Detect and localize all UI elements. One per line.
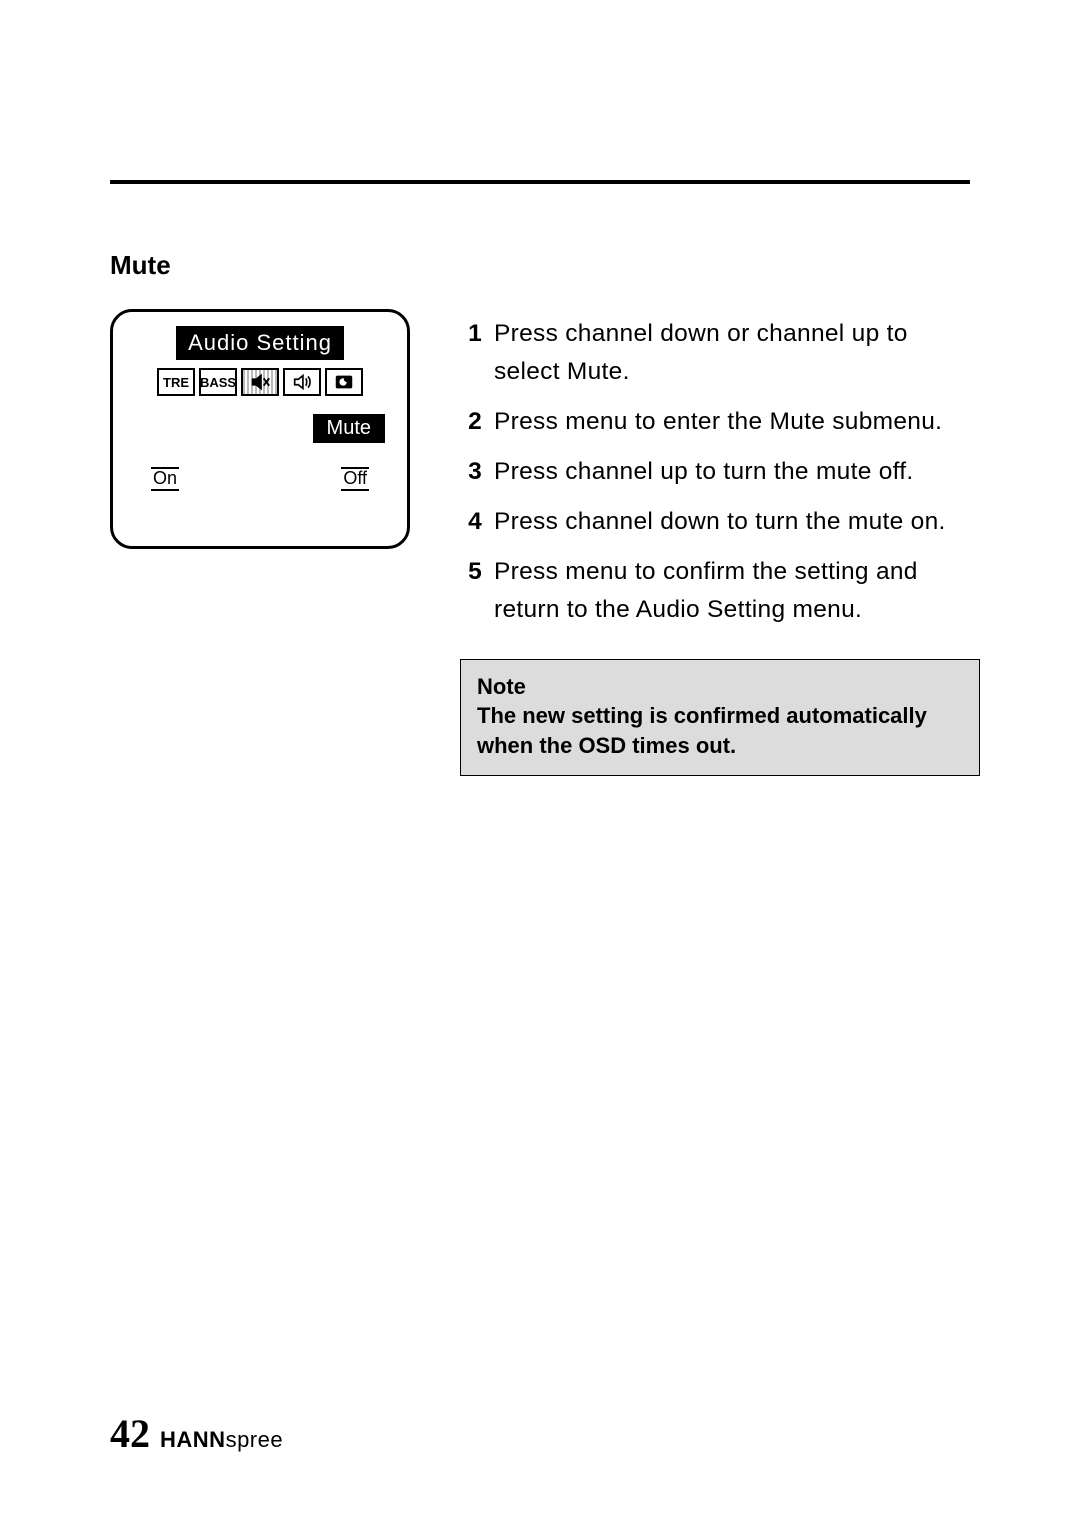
step-text: Press channel up to turn the mute off. (494, 453, 914, 491)
osd-tab-row: TRE BASS (157, 368, 363, 396)
osd-title: Audio Setting (176, 326, 344, 360)
step-item: 3 Press channel up to turn the mute off. (460, 453, 980, 491)
osd-label-row: Mute (113, 396, 407, 443)
note-title: Note (477, 672, 963, 702)
step-number: 3 (460, 453, 482, 491)
steps-column: 1 Press channel down or channel up to se… (460, 309, 980, 776)
osd-option-on: On (151, 467, 179, 491)
content-row: Audio Setting TRE BASS (110, 309, 980, 776)
step-text: Press channel down to turn the mute on. (494, 503, 946, 541)
speaker-mute-icon (249, 371, 271, 393)
osd-tab-speaker-icon (283, 368, 321, 396)
page-content: Mute Audio Setting TRE BASS (110, 190, 980, 776)
osd-panel: Audio Setting TRE BASS (110, 309, 410, 549)
osd-current-label: Mute (313, 414, 385, 443)
osd-onoff-row: On Off (113, 443, 407, 491)
step-text: Press channel down or channel up to sele… (494, 315, 980, 391)
osd-tab-night-icon (325, 368, 363, 396)
note-body: The new setting is confirmed automatical… (477, 703, 927, 758)
step-number: 5 (460, 553, 482, 629)
page-footer: 42 HANNspree (110, 1410, 283, 1457)
brand-bold: HANN (160, 1427, 226, 1452)
brand-light: spree (226, 1427, 284, 1452)
step-item: 2 Press menu to enter the Mute submenu. (460, 403, 980, 441)
step-item: 1 Press channel down or channel up to se… (460, 315, 980, 391)
osd-tab-mute-icon (241, 368, 279, 396)
header-rule (110, 180, 970, 184)
osd-tab-tre: TRE (157, 368, 195, 396)
osd-tab-bass: BASS (199, 368, 237, 396)
step-number: 2 (460, 403, 482, 441)
step-text: Press menu to enter the Mute submenu. (494, 403, 942, 441)
page-number: 42 (110, 1410, 150, 1457)
step-item: 5 Press menu to confirm the setting and … (460, 553, 980, 629)
night-mode-icon (333, 371, 355, 393)
step-text: Press menu to confirm the setting and re… (494, 553, 980, 629)
section-title: Mute (110, 250, 980, 281)
brand-logo: HANNspree (160, 1427, 283, 1453)
note-box: Note The new setting is confirmed automa… (460, 659, 980, 776)
osd-option-off: Off (341, 467, 369, 491)
speaker-icon (291, 371, 313, 393)
step-number: 1 (460, 315, 482, 391)
step-number: 4 (460, 503, 482, 541)
step-item: 4 Press channel down to turn the mute on… (460, 503, 980, 541)
